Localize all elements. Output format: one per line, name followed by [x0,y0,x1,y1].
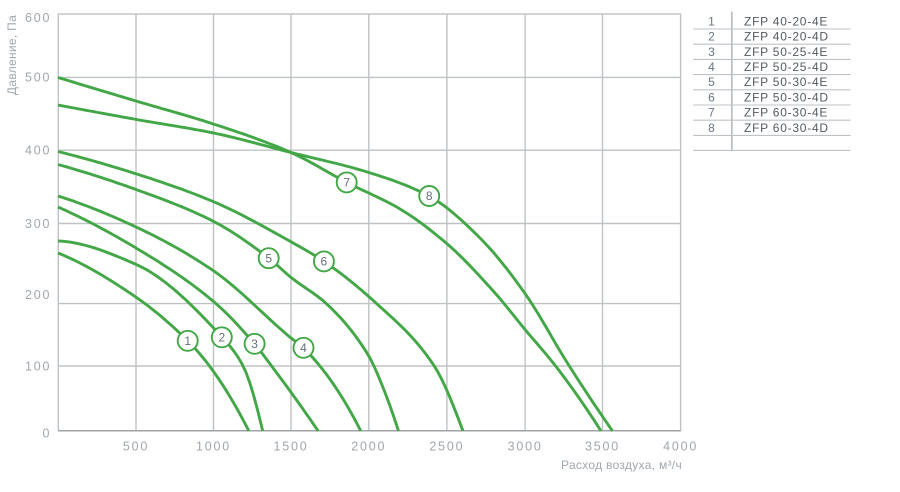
svg-text:5: 5 [708,75,715,89]
svg-text:ZFP 40-20-4E: ZFP 40-20-4E [744,14,828,28]
svg-text:600: 600 [25,11,51,25]
svg-text:7: 7 [708,106,715,120]
svg-text:100: 100 [25,359,51,373]
svg-text:300: 300 [25,217,51,231]
svg-text:4: 4 [300,341,307,355]
svg-text:ZFP 50-30-4E: ZFP 50-30-4E [744,75,828,89]
svg-text:2: 2 [708,30,715,44]
svg-text:ZFP 60-30-4D: ZFP 60-30-4D [744,121,829,135]
svg-text:ZFP 60-30-4E: ZFP 60-30-4E [744,106,828,120]
svg-text:1: 1 [708,14,715,28]
svg-text:8: 8 [426,189,433,203]
svg-text:7: 7 [343,176,350,190]
svg-text:2000: 2000 [351,440,386,454]
svg-text:4000: 4000 [663,440,698,454]
svg-text:ZFP 50-30-4D: ZFP 50-30-4D [744,90,829,104]
svg-text:8: 8 [708,121,715,135]
svg-text:3: 3 [708,45,715,59]
svg-text:1000: 1000 [196,440,231,454]
svg-text:ZFP 50-25-4D: ZFP 50-25-4D [744,60,829,74]
svg-text:2: 2 [218,331,225,345]
svg-text:Давление, Па: Давление, Па [5,15,19,95]
svg-text:1: 1 [184,334,191,348]
svg-text:ZFP 40-20-4D: ZFP 40-20-4D [744,30,829,44]
svg-text:3000: 3000 [508,440,543,454]
svg-text:6: 6 [708,90,715,104]
svg-text:500: 500 [123,440,149,454]
svg-text:4: 4 [708,60,715,74]
svg-text:0: 0 [43,426,52,440]
svg-text:200: 200 [25,288,51,302]
svg-text:2500: 2500 [429,440,464,454]
svg-text:3500: 3500 [585,440,620,454]
svg-text:5: 5 [265,251,272,265]
svg-text:6: 6 [321,255,328,269]
svg-text:ZFP 50-25-4E: ZFP 50-25-4E [744,45,828,59]
svg-text:1500: 1500 [273,440,308,454]
svg-text:500: 500 [25,71,51,85]
svg-text:Расход воздуха, м³/ч: Расход воздуха, м³/ч [561,458,682,472]
svg-text:400: 400 [25,144,51,158]
svg-text:3: 3 [251,337,258,351]
